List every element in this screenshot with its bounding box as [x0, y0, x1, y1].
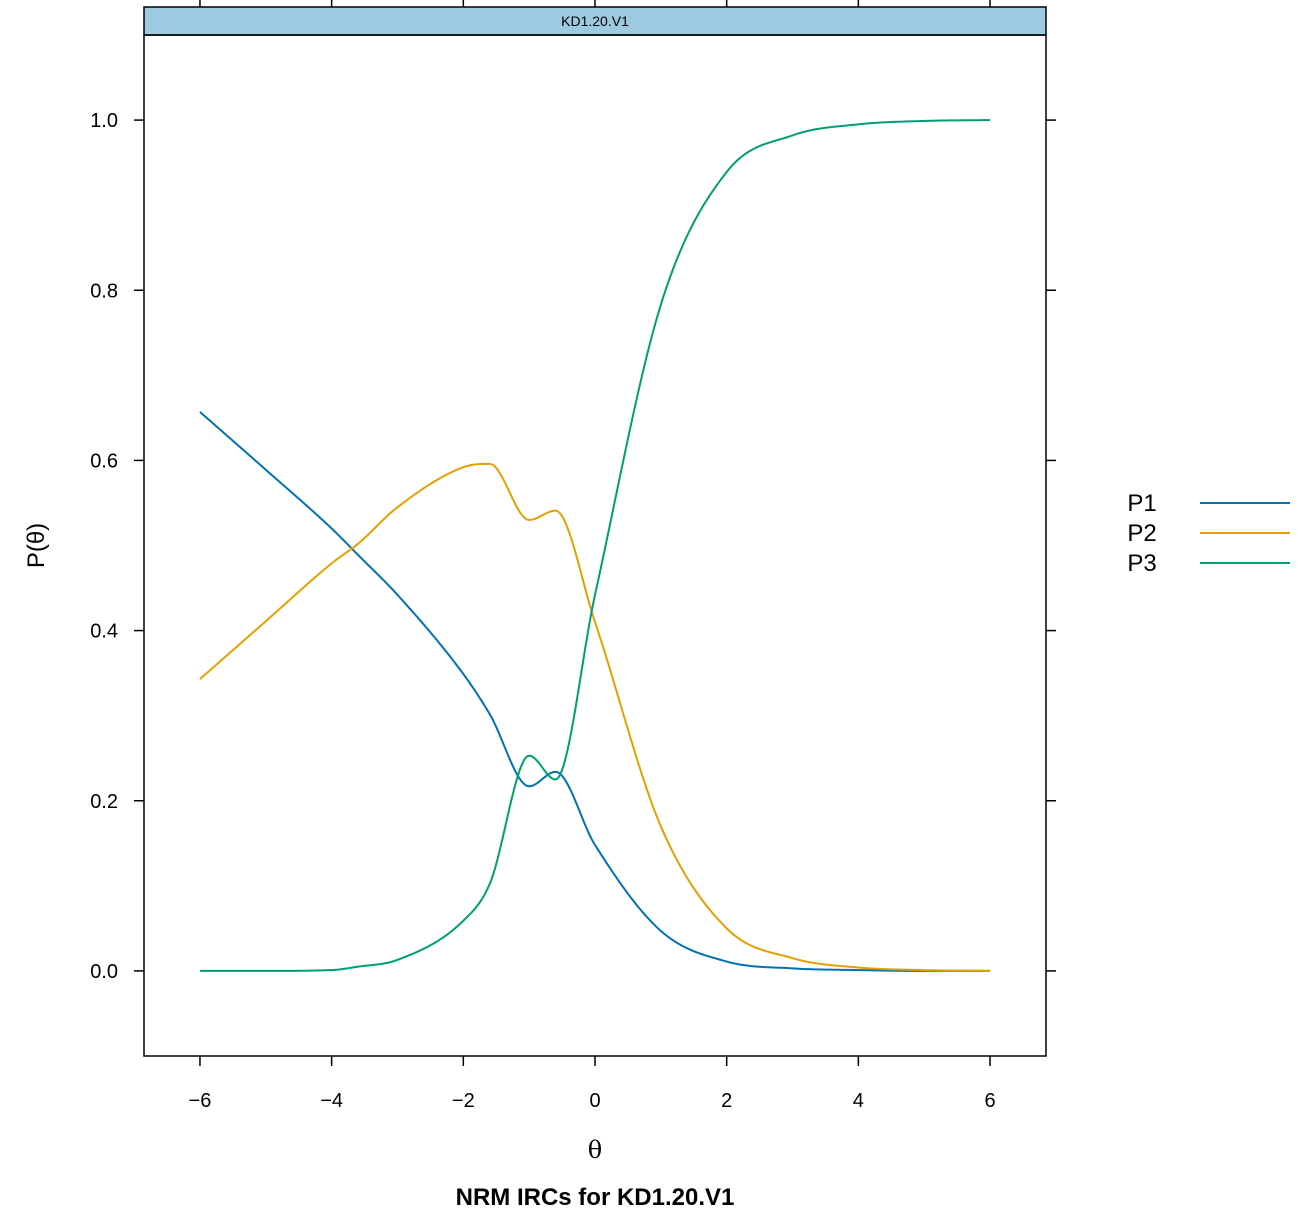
series-line-p1	[199, 411, 991, 972]
series-line-p2	[199, 462, 991, 972]
y-tick-label: 0.2	[90, 791, 118, 813]
legend-label-p2: P2	[1127, 520, 1156, 547]
chart-title: NRM IRCs for KD1.20.V1	[456, 1184, 735, 1211]
x-tick-label: 6	[984, 1090, 995, 1112]
legend-label-p3: P3	[1127, 550, 1156, 577]
y-tick-label: 0.4	[90, 621, 118, 643]
x-tick-label: −6	[189, 1090, 212, 1112]
strip-background	[143, 6, 1047, 36]
x-axis-title: θ	[588, 1136, 602, 1164]
panel-strip: KD1.20.V1	[143, 6, 1047, 36]
series-line-p3	[199, 119, 991, 972]
strip-label: KD1.20.V1	[561, 13, 629, 29]
y-tick-label: 1.0	[90, 110, 118, 132]
x-tick-label: 4	[853, 1090, 864, 1112]
legend: P1 P2 P3	[1127, 490, 1290, 577]
x-tick-label: −4	[320, 1090, 343, 1112]
x-tick-label: 0	[589, 1090, 600, 1112]
y-tick-label: 0.8	[90, 280, 118, 302]
series-lines	[199, 119, 991, 972]
panel-frame	[143, 34, 1047, 1057]
axis-titles: θ P(θ) NRM IRCs for KD1.20.V1	[23, 523, 734, 1211]
x-tick-label: −2	[452, 1090, 475, 1112]
legend-label-p1: P1	[1127, 490, 1156, 517]
axes: −6 −4 −2 0 2 4 6 0.0 0.2 0.4 0.6 0.8 1.0	[90, 0, 1056, 1112]
y-axis-title: P(θ)	[23, 523, 50, 568]
y-tick-label: 0.6	[90, 450, 118, 472]
y-tick-label: 0.0	[90, 961, 118, 983]
x-tick-label: 2	[721, 1090, 732, 1112]
